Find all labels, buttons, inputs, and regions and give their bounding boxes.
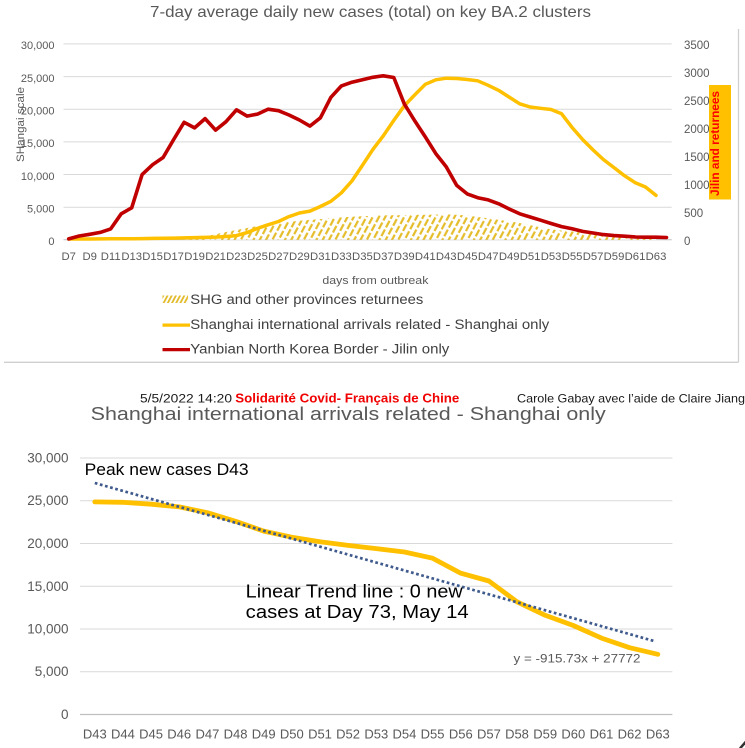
svg-text:D19: D19 — [184, 251, 205, 263]
svg-text:D11: D11 — [101, 251, 121, 263]
svg-text:30,000: 30,000 — [27, 451, 68, 466]
svg-text:5,000: 5,000 — [35, 664, 69, 679]
svg-text:D51: D51 — [308, 727, 332, 742]
svg-text:Jilin and returnees: Jilin and returnees — [710, 91, 722, 196]
svg-text:3500: 3500 — [684, 40, 710, 52]
svg-text:D17: D17 — [163, 251, 184, 263]
svg-text:D55: D55 — [562, 251, 583, 263]
svg-text:20,000: 20,000 — [27, 536, 68, 551]
svg-text:D54: D54 — [392, 727, 416, 742]
svg-text:D29: D29 — [289, 251, 310, 263]
svg-text:D21: D21 — [205, 251, 226, 263]
svg-text:SHangai scale: SHangai scale — [15, 87, 27, 162]
svg-text:D35: D35 — [352, 251, 373, 263]
svg-text:D33: D33 — [331, 251, 352, 263]
svg-text:D58: D58 — [505, 727, 529, 742]
svg-text:15,000: 15,000 — [27, 579, 68, 594]
svg-text:10,000: 10,000 — [21, 171, 55, 183]
svg-text:15,000: 15,000 — [21, 138, 55, 150]
svg-text:5/5/2022 14:20: 5/5/2022 14:20 — [140, 394, 232, 406]
svg-text:D37: D37 — [373, 251, 394, 263]
svg-text:5,000: 5,000 — [27, 204, 55, 216]
svg-text:D52: D52 — [336, 727, 360, 742]
svg-text:3000: 3000 — [684, 68, 710, 80]
svg-text:25,000: 25,000 — [27, 493, 68, 508]
svg-text:D49: D49 — [499, 251, 520, 263]
svg-text:Solidarité Covid- Français de: Solidarité Covid- Français de Chine — [235, 392, 459, 406]
svg-text:2500: 2500 — [684, 96, 710, 108]
svg-text:D13: D13 — [121, 251, 142, 263]
svg-text:1500: 1500 — [684, 152, 710, 164]
svg-text:D63: D63 — [646, 727, 670, 742]
svg-text:Shanghai international arrival: Shanghai international arrivals related … — [190, 317, 549, 332]
svg-text:D56: D56 — [449, 727, 473, 742]
svg-text:D63: D63 — [646, 251, 667, 263]
svg-text:D27: D27 — [268, 251, 289, 263]
svg-text:D59: D59 — [533, 727, 557, 742]
svg-text:0: 0 — [48, 236, 54, 248]
svg-text:0: 0 — [684, 236, 690, 248]
svg-text:D48: D48 — [224, 727, 248, 742]
svg-text:0: 0 — [61, 707, 69, 722]
svg-text:Linear Trend line : 0 new: Linear Trend line : 0 new — [246, 582, 464, 602]
svg-text:Shanghai international arrival: Shanghai international arrivals related … — [91, 404, 606, 424]
svg-text:D39: D39 — [394, 251, 415, 263]
svg-text:10,000: 10,000 — [27, 622, 68, 637]
svg-text:Yanbian North Korea Border - J: Yanbian North Korea Border - Jilin only — [190, 341, 449, 356]
svg-text:D57: D57 — [477, 727, 501, 742]
svg-text:D49: D49 — [252, 727, 276, 742]
svg-text:D50: D50 — [280, 727, 304, 742]
svg-text:y = -915.73x + 27772: y = -915.73x + 27772 — [514, 652, 641, 666]
svg-text:D61: D61 — [625, 251, 646, 263]
svg-text:days from outbreak: days from outbreak — [322, 275, 429, 287]
svg-text:7-day average daily new cases: 7-day average daily new cases (total) on… — [150, 4, 591, 21]
svg-text:D55: D55 — [421, 727, 445, 742]
svg-text:D44: D44 — [111, 727, 135, 742]
svg-text:D47: D47 — [478, 251, 499, 263]
svg-text:D43: D43 — [83, 727, 107, 742]
svg-text:25,000: 25,000 — [21, 73, 55, 85]
svg-text:D41: D41 — [415, 251, 436, 263]
svg-text:D59: D59 — [604, 251, 625, 263]
svg-text:D51: D51 — [520, 251, 541, 263]
svg-text:D7: D7 — [61, 251, 75, 263]
svg-text:Carole Gabay avec l’aide de Cl: Carole Gabay avec l’aide de Claire Jiang — [517, 392, 745, 406]
svg-text:2000: 2000 — [684, 124, 710, 136]
svg-text:30,000: 30,000 — [21, 40, 55, 52]
svg-text:D45: D45 — [457, 251, 478, 263]
svg-text:D57: D57 — [583, 251, 604, 263]
svg-text:D60: D60 — [561, 727, 585, 742]
svg-text:D53: D53 — [364, 727, 388, 742]
svg-text:Peak new cases D43: Peak new cases D43 — [85, 460, 249, 479]
svg-text:D61: D61 — [590, 727, 614, 742]
svg-text:D23: D23 — [226, 251, 247, 263]
svg-text:500: 500 — [684, 208, 703, 220]
svg-text:D53: D53 — [541, 251, 562, 263]
svg-text:D62: D62 — [618, 727, 642, 742]
svg-text:D47: D47 — [195, 727, 219, 742]
svg-text:D15: D15 — [142, 251, 163, 263]
svg-text:D31: D31 — [310, 251, 331, 263]
svg-text:D25: D25 — [247, 251, 268, 263]
svg-text:cases at Day 73, May 14: cases at Day 73, May 14 — [246, 602, 469, 622]
svg-text:D45: D45 — [139, 727, 163, 742]
svg-text:D46: D46 — [167, 727, 191, 742]
svg-text:SHG and other provinces return: SHG and other provinces returnees — [190, 292, 423, 307]
svg-text:20,000: 20,000 — [21, 106, 55, 118]
svg-text:D43: D43 — [436, 251, 457, 263]
svg-text:1000: 1000 — [684, 180, 710, 192]
svg-text:D9: D9 — [82, 251, 96, 263]
